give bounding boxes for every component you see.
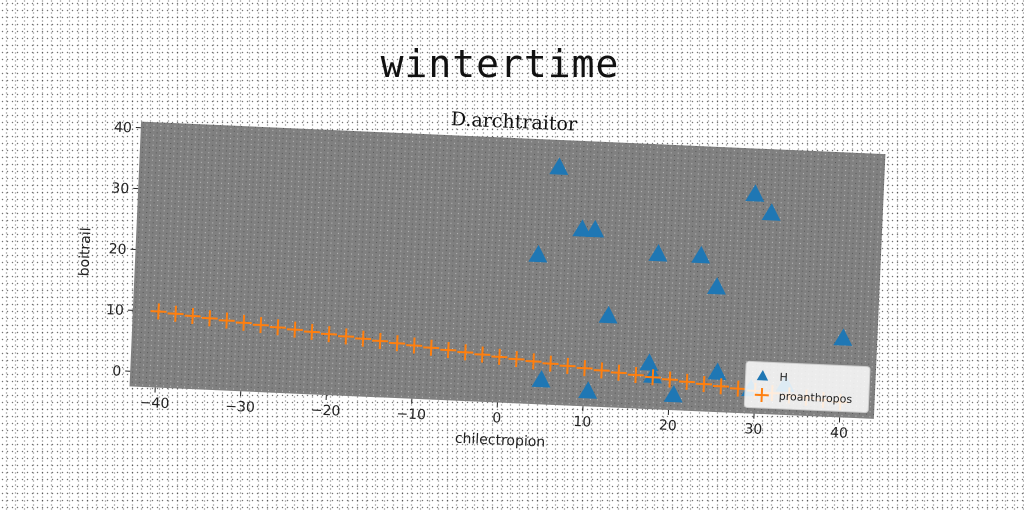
series-proanthropos-point	[201, 310, 218, 327]
series-proanthropos-point	[337, 328, 355, 345]
series-proanthropos-point	[372, 332, 389, 349]
y-tick-label: 30	[111, 180, 130, 197]
legend-label-proanthropos: proanthropos	[778, 390, 852, 406]
series-h-point	[761, 203, 781, 221]
x-tick-label: −20	[311, 402, 341, 419]
x-tick-label: −40	[139, 395, 169, 412]
x-tick-label: −30	[225, 399, 255, 416]
series-proanthropos-point	[661, 371, 678, 388]
series-h-point	[585, 219, 605, 238]
series-proanthropos-point	[491, 348, 508, 365]
series-h-point	[578, 381, 598, 399]
series-proanthropos-point	[593, 362, 610, 379]
series-proanthropos-point	[235, 314, 252, 331]
x-tick-label: −10	[396, 406, 426, 423]
series-proanthropos-point	[576, 360, 593, 377]
x-tick-label: 10	[573, 414, 592, 431]
series-h-point	[745, 184, 765, 202]
x-tick-label: 40	[830, 425, 849, 442]
series-proanthropos-point	[218, 312, 235, 329]
legend-marker-proanthropos	[754, 387, 769, 403]
series-h-point	[598, 305, 618, 324]
chart-title: D.archtraitor	[450, 108, 578, 136]
series-proanthropos-point	[542, 355, 559, 372]
series-proanthropos-point	[286, 321, 303, 338]
series-h-point	[707, 362, 727, 381]
y-tick-label: 10	[106, 302, 125, 319]
series-proanthropos-point	[695, 376, 712, 393]
series-h-point	[663, 384, 683, 403]
series-proanthropos-point	[269, 319, 286, 336]
series-proanthropos-point	[167, 305, 184, 322]
series-proanthropos-point	[457, 344, 474, 361]
y-tick-label: 0	[112, 363, 122, 379]
y-tick-label: 40	[114, 120, 133, 137]
series-h-point	[528, 244, 548, 263]
series-proanthropos-point	[440, 342, 457, 359]
series-proanthropos-point	[627, 366, 644, 384]
series-proanthropos-point	[508, 351, 525, 368]
y-axis-label: boitrail	[76, 227, 94, 277]
figure-suptitle: wintertime	[380, 42, 620, 86]
legend-label-h: H	[779, 371, 788, 384]
legend-marker-h	[756, 370, 769, 381]
series-proanthropos-point	[525, 353, 542, 370]
series-proanthropos-point	[355, 330, 372, 347]
series-proanthropos-point	[303, 323, 320, 340]
x-tick-label: 20	[659, 418, 678, 435]
series-h-point	[833, 328, 853, 346]
series-h-point	[549, 157, 569, 175]
series-proanthropos-point	[559, 357, 576, 374]
series-proanthropos-point	[423, 339, 440, 356]
y-tick-label: 20	[108, 241, 127, 258]
series-h-point	[648, 244, 668, 262]
series-proanthropos-point	[678, 373, 695, 390]
series-h-point	[531, 370, 551, 388]
series-proanthropos-point	[320, 326, 338, 343]
series-proanthropos-point	[150, 303, 167, 320]
series-proanthropos-point	[610, 364, 627, 381]
axis-ticks: −40 −30 −20 −10 0 10 20 30 40 0 10 20 30 40	[106, 120, 849, 442]
legend-box	[743, 360, 871, 414]
series-proanthropos-point	[406, 337, 423, 354]
series-proanthropos-point	[729, 380, 747, 397]
series-proanthropos-point	[644, 369, 661, 386]
series-proanthropos-point	[252, 317, 269, 334]
series-h-point	[691, 245, 711, 264]
plot-noise	[129, 121, 886, 419]
series-proanthropos-point	[389, 335, 406, 352]
series-proanthropos-point	[184, 307, 201, 325]
series-h-point	[572, 219, 592, 237]
series-proanthropos-point	[474, 346, 491, 363]
series-h-point	[706, 277, 726, 295]
series-proanthropos-point	[712, 378, 730, 395]
x-axis-label: chilectropion	[455, 431, 546, 451]
x-tick-label: 0	[492, 410, 502, 426]
x-tick-label: 30	[744, 421, 763, 438]
